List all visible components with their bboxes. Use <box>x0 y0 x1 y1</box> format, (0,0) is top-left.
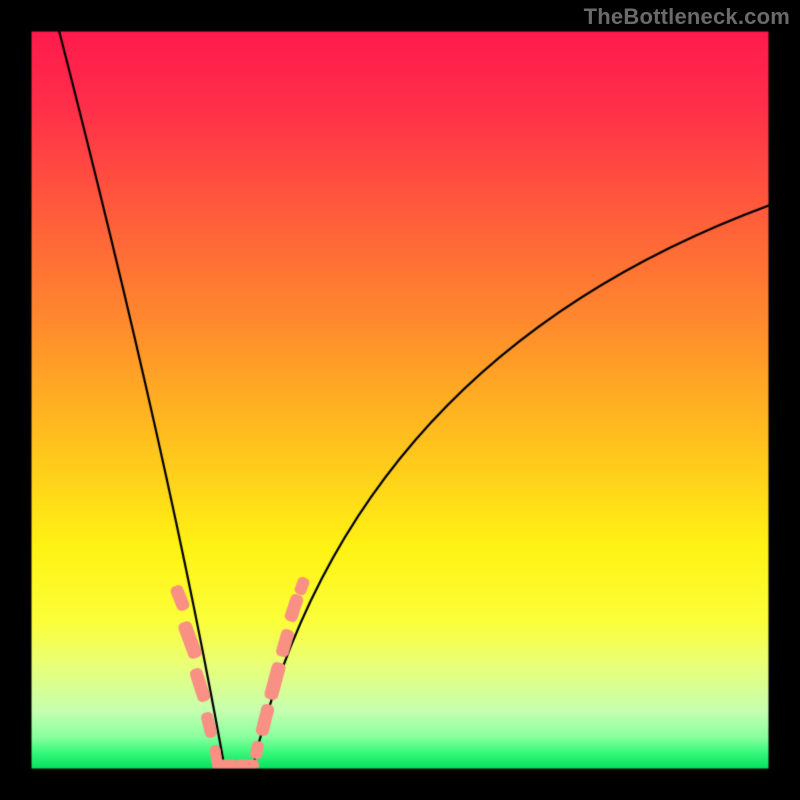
chart-stage: TheBottleneck.com <box>0 0 800 800</box>
bottleneck-curve-chart <box>0 0 800 800</box>
